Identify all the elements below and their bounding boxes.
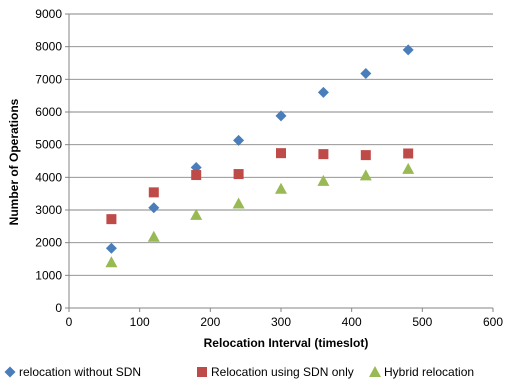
data-point-square (360, 150, 371, 161)
data-point-diamond (105, 242, 117, 254)
legend-item: relocation without SDN (4, 365, 141, 379)
data-point-triangle (275, 182, 287, 194)
data-point-triangle (232, 197, 245, 209)
series-square (106, 148, 414, 225)
data-point-square (318, 149, 329, 160)
x-tick-label: 400 (342, 315, 362, 329)
y-tick-label: 4000 (35, 170, 62, 184)
x-tick-label: 200 (200, 315, 220, 329)
y-tick-label: 6000 (35, 105, 62, 119)
legend-marker-diamond (4, 366, 16, 378)
legend-marker-square (197, 367, 207, 377)
data-point-diamond (233, 134, 245, 146)
y-tick-label: 0 (55, 301, 62, 315)
data-point-diamond (317, 86, 329, 98)
data-point-diamond (275, 110, 287, 122)
data-point-triangle (402, 162, 415, 174)
data-point-square (403, 148, 414, 159)
legend-item: Hybrid relocation (369, 365, 474, 379)
y-tick-label: 9000 (35, 7, 62, 21)
data-point-square (148, 187, 159, 198)
x-tick-labels: 0 100 200 300 400 500 600 (66, 315, 504, 329)
legend-marker-triangle (369, 366, 381, 377)
legend-label: Hybrid relocation (384, 365, 474, 379)
data-point-square (233, 169, 244, 180)
x-tick-label: 100 (130, 315, 150, 329)
legend: relocation without SDN Relocation using S… (4, 365, 474, 379)
data-point-triangle (359, 169, 372, 181)
y-tick-label: 5000 (35, 138, 62, 152)
y-tick-label: 7000 (35, 72, 62, 86)
x-axis-title: Relocation Interval (timeslot) (204, 336, 369, 350)
y-axis-title: Number of Operations (7, 98, 21, 225)
y-tick-label: 1000 (35, 268, 62, 282)
data-points (105, 44, 415, 268)
gridlines (69, 13, 493, 276)
data-point-triangle (190, 208, 203, 220)
data-point-diamond (148, 202, 160, 214)
y-tick-labels: 0 1000 2000 3000 4000 5000 6000 7000 8000 9000 (35, 7, 62, 315)
x-tick-label: 300 (271, 315, 291, 329)
data-point-diamond (360, 67, 372, 79)
data-point-square (191, 170, 202, 181)
y-tick-label: 8000 (35, 40, 62, 54)
data-point-triangle (105, 256, 118, 268)
legend-label: Relocation using SDN only (211, 365, 354, 379)
y-tick-label: 3000 (35, 203, 62, 217)
data-point-square (276, 148, 286, 159)
axes (65, 13, 494, 312)
y-tick-label: 2000 (35, 236, 62, 250)
legend-label: relocation without SDN (19, 365, 141, 379)
data-point-triangle (147, 230, 160, 242)
data-point-square (106, 214, 117, 225)
series-triangle (105, 162, 415, 268)
data-point-diamond (402, 44, 414, 56)
data-point-triangle (317, 174, 330, 186)
x-tick-label: 500 (412, 315, 432, 329)
legend-item: Relocation using SDN only (197, 365, 354, 379)
x-tick-label: 0 (66, 315, 73, 329)
x-tick-label: 600 (483, 315, 503, 329)
series-diamond (105, 44, 414, 254)
